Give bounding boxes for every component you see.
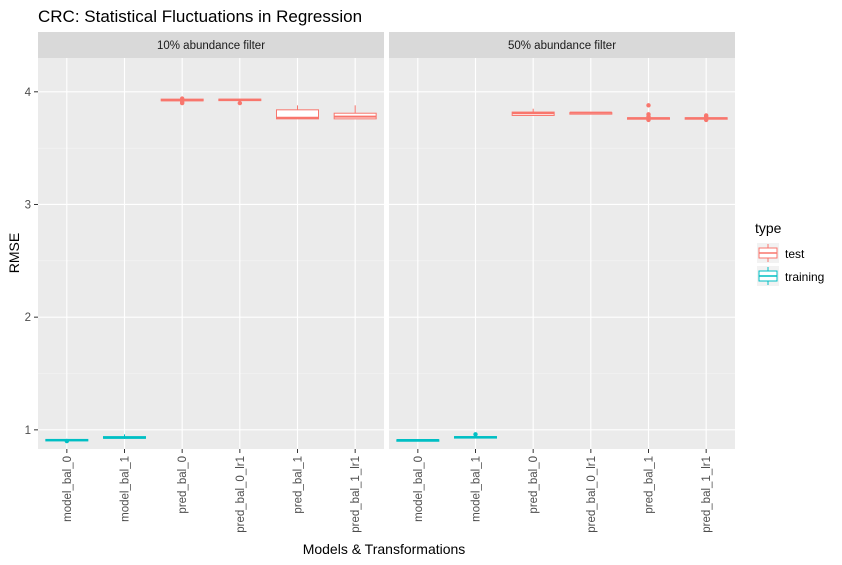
y-tick-label: 2 [25,312,31,324]
legend-key-test [757,243,779,263]
outlier-point [179,96,185,101]
panel-strip-label-2: 50% abundance filter [508,40,616,52]
panel-grid-1 [38,58,384,449]
boxplot-pred_bal_0_lr1 [218,98,262,106]
legend-key-training [757,266,779,286]
outlier-point [646,112,651,117]
outlier-point [646,103,651,108]
y-axis-title: RMSE [6,233,22,273]
y-axis: 1 2 3 4 [25,87,38,437]
x-tick-label: pred_bal_1 [293,456,305,514]
panel-strip-1 [38,32,384,58]
boxplot-pred_bal_1 [276,105,319,120]
outlier-point [703,117,709,123]
legend-title: type [755,220,782,236]
x-tick-label: model_bal_1 [471,456,483,522]
panel-background-2 [389,58,735,449]
box [276,109,319,120]
chart-title: CRC: Statistical Fluctuations in Regress… [38,7,362,26]
x-tick-label: model_bal_0 [62,456,74,522]
x-tick-label: model_bal_1 [120,456,132,522]
legend-keys [757,243,779,286]
panel-strip-2 [389,32,735,58]
boxplot-pred_bal_0 [160,96,204,106]
boxplot-pred_bal_1_lr1 [333,105,377,120]
x-axis-title: Models & Transformations [303,541,466,557]
outlier-point [64,438,70,444]
outlier-point [646,117,651,123]
outlier-point [473,432,478,437]
x-tick-label: pred_bal_0 [177,456,189,514]
legend-label-training: training [785,270,824,284]
y-tick-label: 1 [25,425,31,437]
outlier-point [237,100,243,106]
x-tick-label: pred_bal_1_lr1 [701,456,713,533]
x-tick-label: pred_bal_1_lr1 [350,456,362,533]
boxplot-model_bal_1 [103,434,146,439]
boxplot-pred_bal_1 [627,103,670,123]
panel-grid-2 [389,58,735,449]
legend-label-test: test [785,247,805,261]
panel-background-1 [38,58,384,449]
boxplot-pred_bal_0_lr1 [569,111,613,115]
x-tick-label: model_bal_0 [413,456,425,522]
y-tick-label: 3 [25,199,31,211]
panel-boxes-1 [45,96,377,444]
boxplot-pred_bal_0 [511,108,555,116]
outlier-point [179,99,185,105]
panel-boxes-2 [396,103,728,442]
boxplot-model_bal_0 [396,438,440,442]
x-tick-label: pred_bal_0 [528,456,540,514]
panel-strip-label-1: 10% abundance filter [157,40,265,52]
x-axis: model_bal_0 model_bal_1 pred_bal_0 pred_bal… [62,449,713,533]
x-tick-label: pred_bal_0_lr1 [235,456,247,533]
legend: type test training [755,220,824,286]
x-tick-label: pred_bal_1 [644,456,656,514]
boxplot-model_bal_1 [454,432,497,439]
boxplot-pred_bal_1_lr1 [684,113,728,123]
x-tick-label: pred_bal_0_lr1 [586,456,598,533]
boxplot-model_bal_0 [45,438,89,444]
outlier-point [703,113,709,118]
y-tick-label: 4 [25,87,32,99]
